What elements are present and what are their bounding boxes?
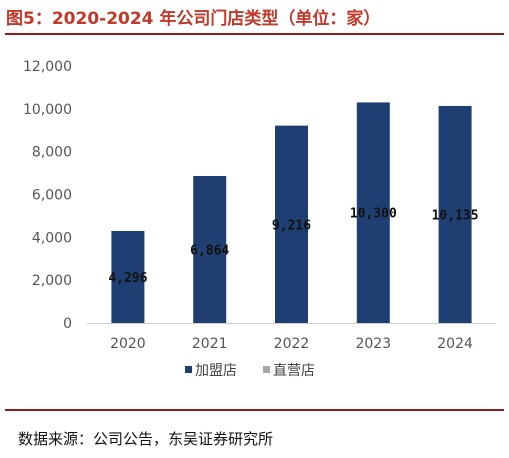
y-tick-label: 4,000 bbox=[32, 230, 72, 246]
legend-swatch bbox=[185, 366, 192, 373]
x-tick-label: 2023 bbox=[355, 336, 391, 352]
x-tick-label: 2020 bbox=[110, 336, 146, 352]
bar-2020 bbox=[111, 230, 145, 323]
data-label: 10,300 bbox=[350, 207, 397, 222]
x-tick-label: 2024 bbox=[437, 336, 473, 352]
source-note: 数据来源：公司公告，东吴证券研究所 bbox=[18, 430, 274, 448]
bars bbox=[111, 102, 472, 324]
data-label: 4,296 bbox=[108, 271, 147, 286]
data-labels: 4,296 6,864 9,216 10,300 10,135 bbox=[108, 207, 478, 286]
bar-2023 bbox=[356, 102, 390, 324]
top-divider bbox=[5, 33, 504, 35]
x-tick-label: 2022 bbox=[274, 336, 310, 352]
y-tick-label: 8,000 bbox=[32, 145, 72, 161]
x-axis-ticks: 2020 2021 2022 2023 2024 bbox=[110, 336, 473, 352]
data-label: 10,135 bbox=[432, 208, 479, 223]
y-tick-label: 0 bbox=[63, 316, 72, 332]
chart-title: 图5：2020-2024 年公司门店类型（单位：家） bbox=[6, 9, 381, 29]
bar-2021 bbox=[193, 175, 227, 323]
y-tick-label: 10,000 bbox=[23, 102, 72, 118]
legend-label: 加盟店 bbox=[195, 363, 237, 379]
bar-2022 bbox=[275, 125, 308, 324]
legend-swatch bbox=[263, 366, 270, 373]
bar-2024 bbox=[438, 105, 472, 324]
y-axis-ticks: 0 2,000 4,000 6,000 8,000 10,000 12,000 bbox=[23, 59, 72, 332]
y-tick-label: 12,000 bbox=[23, 59, 72, 75]
data-label: 9,216 bbox=[272, 218, 311, 233]
y-tick-label: 6,000 bbox=[32, 188, 72, 204]
y-tick-label: 2,000 bbox=[32, 273, 72, 289]
x-tick-label: 2021 bbox=[192, 336, 228, 352]
legend: 加盟店 直营店 bbox=[185, 362, 315, 379]
data-label: 6,864 bbox=[190, 243, 229, 258]
legend-label: 直营店 bbox=[273, 362, 315, 379]
bottom-divider bbox=[5, 409, 504, 411]
